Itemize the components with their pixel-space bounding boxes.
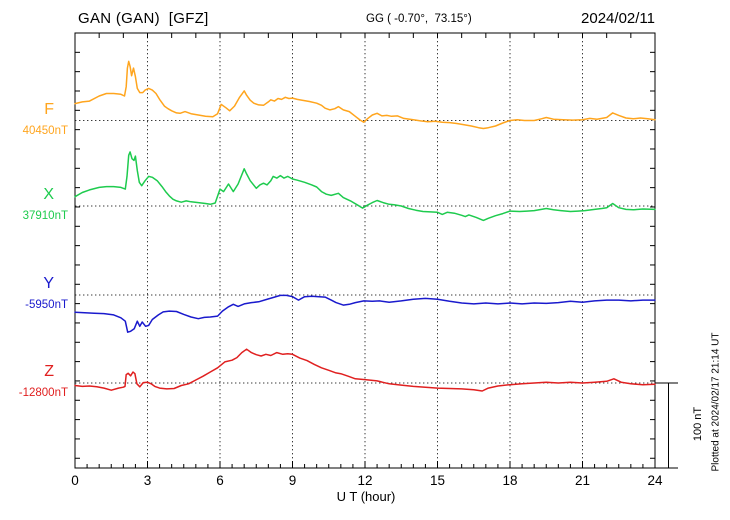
channel-F-letter: F [44,100,54,118]
x-tick-label: 9 [288,473,297,488]
trace-Y [74,294,656,333]
x-axis-title: U T (hour) [336,489,396,504]
channel-Y-base-value: -5950nT [25,299,68,311]
plot-date: 2024/02/11 [581,10,655,27]
channel-Z-base-value: -12800nT [18,387,68,399]
x-tick-label: 3 [143,473,152,488]
channel-Y-letter: Y [43,275,54,292]
x-tick-label: 0 [71,473,79,488]
channel-X-base-value: 37910nT [22,210,68,222]
x-tick-label: 24 [647,473,663,488]
channel-F-base-value: 40450nT [22,124,68,137]
x-tick-label: 18 [502,473,518,488]
trace-F [74,60,656,130]
x-tick-label: 15 [429,473,446,488]
x-tick-label: 12 [357,473,373,488]
geo-coordinates: GG ( -0.70°, 73.15°) [366,13,472,25]
x-tick-label: 21 [574,473,591,488]
trace-X [74,151,656,222]
channel-Z-letter: Z [44,363,54,380]
x-tick-label: 6 [216,473,224,488]
station-title: GAN (GAN) [GFZ] [78,10,209,27]
channel-X-letter: X [43,186,54,203]
trace-Z [74,348,656,392]
scale-bar-label: 100 nT [692,406,704,442]
plotted-at-note: Plotted at 2024/02/17 21:14 UT [710,332,722,472]
